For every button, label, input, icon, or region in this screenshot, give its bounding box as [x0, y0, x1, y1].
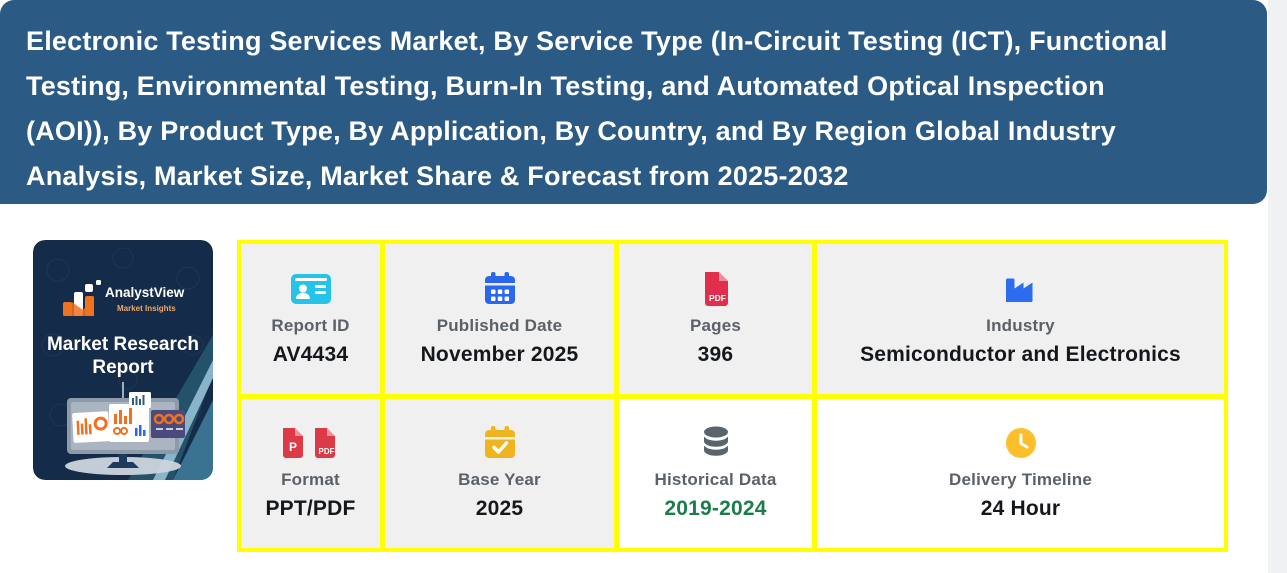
- meta-value: PPT/PDF: [265, 497, 356, 521]
- calendar-check-icon: [484, 425, 516, 461]
- analystview-logo-icon: [63, 280, 101, 316]
- report-title-banner: Electronic Testing Services Market, By S…: [0, 0, 1267, 204]
- meta-value: 2025: [475, 497, 524, 521]
- svg-text:PDF: PDF: [709, 293, 726, 303]
- report-meta-section: AnalystView Market Insights Market Resea…: [0, 204, 1268, 573]
- meta-value: November 2025: [420, 342, 579, 366]
- meta-cell-published-date: Published Date November 2025: [385, 244, 614, 394]
- meta-label: Industry: [986, 315, 1055, 335]
- meta-cell-base-year: Base Year 2025: [385, 398, 614, 548]
- meta-cell-report-id: Report ID AV4434: [241, 244, 380, 394]
- pdf-file-icon: PDF: [702, 271, 729, 307]
- meta-label: Pages: [689, 315, 742, 335]
- report-meta-grid: Report ID AV4434: [237, 240, 1228, 552]
- ppt-pdf-files-icon: P PDF: [281, 425, 341, 461]
- meta-label: Format: [281, 470, 340, 490]
- meta-value: 396: [697, 342, 734, 366]
- id-card-icon: [290, 271, 331, 307]
- meta-cell-historical-data: Historical Data 2019-2024: [619, 398, 812, 548]
- meta-label: Published Date: [436, 315, 563, 335]
- meta-value: Semiconductor and Electronics: [860, 342, 1181, 366]
- meta-cell-format: P PDF Format PPT/PDF: [241, 398, 380, 548]
- meta-value: AV4434: [272, 342, 349, 366]
- meta-cell-delivery-timeline: Delivery Timeline 24 Hour: [817, 398, 1224, 548]
- clock-icon: [1005, 425, 1037, 461]
- database-icon: [700, 425, 732, 461]
- svg-text:P: P: [289, 440, 297, 454]
- meta-label: Delivery Timeline: [949, 470, 1092, 490]
- meta-label: Base Year: [458, 470, 541, 490]
- report-title: Electronic Testing Services Market, By S…: [26, 26, 1168, 191]
- svg-text:PDF: PDF: [318, 447, 334, 456]
- meta-value: 24 Hour: [980, 497, 1061, 521]
- meta-label: Historical Data: [654, 470, 777, 490]
- svg-text:AnalystView: AnalystView: [105, 285, 185, 300]
- svg-text:Report: Report: [92, 357, 154, 378]
- svg-text:Market Research: Market Research: [47, 334, 199, 355]
- meta-cell-industry: Industry Semiconductor and Electronics: [817, 244, 1224, 394]
- svg-text:Market Insights: Market Insights: [117, 304, 176, 313]
- report-cover-thumbnail[interactable]: AnalystView Market Insights Market Resea…: [33, 240, 213, 480]
- meta-value: 2019-2024: [664, 497, 767, 521]
- meta-cell-pages: PDF Pages 396: [619, 244, 812, 394]
- meta-label: Report ID: [271, 315, 350, 335]
- report-cover-illustration: AnalystView Market Insights Market Resea…: [33, 240, 213, 480]
- calendar-days-icon: [484, 271, 516, 307]
- industry-icon: [1004, 271, 1038, 307]
